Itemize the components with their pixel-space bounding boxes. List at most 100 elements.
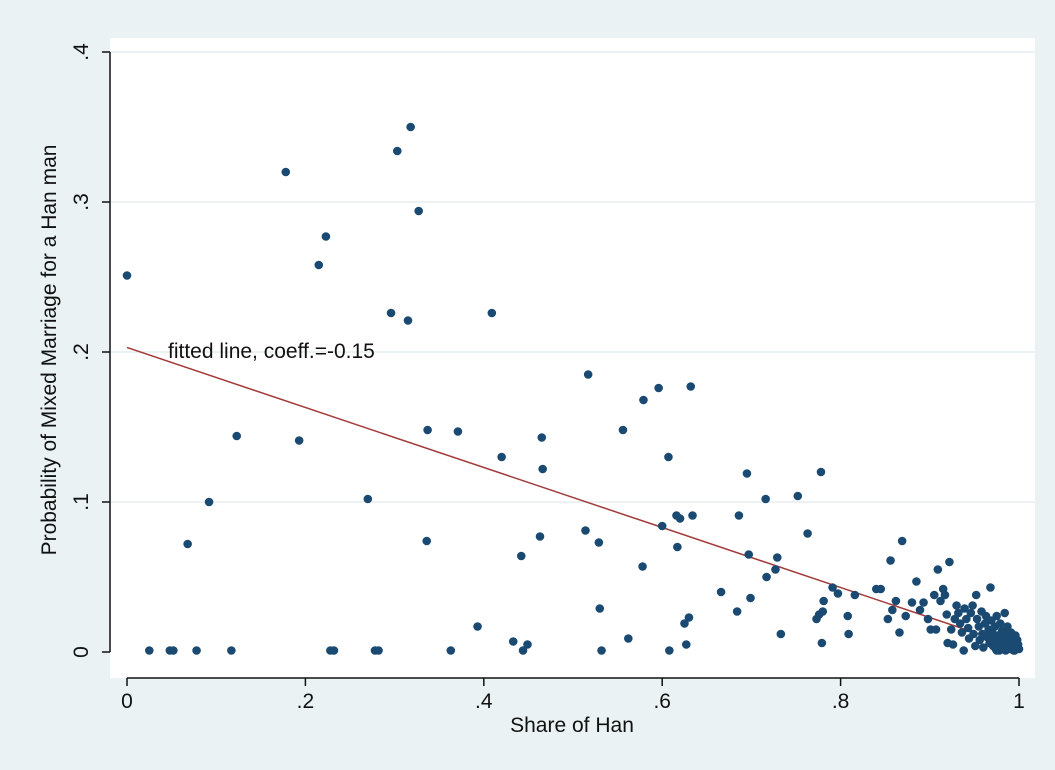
data-point (473, 622, 482, 631)
data-point (931, 625, 941, 634)
data-point (969, 629, 978, 639)
data-point (742, 469, 752, 478)
y-axis-label: Probability of Mixed Marriage for a Han … (38, 145, 61, 556)
data-point (959, 646, 968, 655)
data-point (888, 605, 897, 615)
data-point (523, 640, 532, 649)
data-point (971, 590, 981, 600)
fitted-line-group (126, 346, 1020, 649)
data-point (453, 427, 463, 436)
data-point (907, 598, 917, 607)
data-point (963, 623, 973, 633)
data-point (516, 551, 526, 561)
data-point (227, 646, 236, 655)
data-point (145, 646, 154, 655)
plot-area (110, 38, 1035, 678)
data-point (294, 436, 304, 445)
data-point (883, 614, 893, 624)
data-point (895, 628, 904, 637)
data-point (673, 542, 682, 552)
data-point (886, 556, 895, 565)
data-point (819, 596, 828, 606)
x-tick-label: 1 (1013, 690, 1025, 713)
data-point (1000, 608, 1010, 618)
data-point (684, 613, 694, 622)
y-tick-label: 0 (70, 646, 93, 658)
data-point (518, 646, 528, 655)
x-axis-label: Share of Han (510, 714, 634, 737)
data-point (940, 590, 950, 600)
fitted-line (126, 346, 1020, 649)
data-point (746, 593, 755, 603)
data-point (923, 614, 933, 624)
data-point (122, 271, 132, 280)
x-tick-labels: 0 .2 .4 .6 .8 1 (121, 690, 1025, 713)
data-point (762, 572, 771, 582)
data-point (891, 596, 901, 606)
data-point (665, 646, 674, 655)
data-point (942, 610, 952, 619)
x-tick-label: .8 (832, 690, 850, 713)
data-point (594, 538, 604, 547)
data-point (946, 625, 956, 634)
data-point (734, 511, 744, 520)
data-point (535, 532, 545, 541)
x-tick-label: .4 (475, 690, 493, 713)
data-point (876, 584, 886, 594)
y-tick-label: .3 (70, 193, 93, 211)
data-point (204, 497, 214, 507)
data-point (952, 601, 961, 610)
data-point (583, 370, 593, 379)
data-point (681, 640, 691, 649)
data-point (936, 596, 945, 606)
data-point (638, 562, 647, 571)
data-point (716, 587, 726, 597)
data-point (508, 637, 518, 646)
data-point (972, 614, 982, 624)
data-point (363, 494, 373, 504)
data-point (816, 467, 826, 477)
data-point (537, 433, 547, 442)
data-point (962, 614, 971, 624)
data-point (948, 640, 958, 649)
data-points (122, 122, 1024, 655)
data-point (538, 464, 547, 474)
data-point (817, 638, 827, 648)
data-point (968, 601, 977, 610)
data-point (618, 425, 628, 435)
data-point (281, 167, 291, 177)
data-point (979, 643, 988, 652)
data-point (844, 629, 853, 639)
data-point (992, 611, 1001, 621)
data-point (960, 604, 969, 613)
data-point (446, 646, 456, 655)
data-point (1010, 646, 1019, 655)
data-point (169, 646, 178, 655)
data-point (624, 634, 633, 643)
data-point (957, 628, 967, 637)
data-point (183, 539, 192, 549)
data-point (966, 608, 976, 618)
y-tick-label: .4 (70, 43, 93, 61)
data-point (776, 629, 786, 639)
data-point (1001, 646, 1010, 655)
data-point (828, 583, 837, 592)
data-point (581, 526, 590, 535)
data-point (955, 619, 965, 628)
data-point (771, 565, 780, 574)
data-point (833, 589, 843, 598)
data-point (843, 611, 853, 621)
fitted-line-annotation: fitted line, coeff.=-0.15 (168, 340, 375, 363)
data-point (919, 598, 928, 607)
data-point (321, 232, 331, 241)
data-point (423, 425, 432, 435)
data-point (639, 395, 648, 405)
x-tick-label: .6 (653, 690, 671, 713)
data-point (901, 611, 911, 621)
data-point (657, 521, 667, 531)
data-point (761, 494, 770, 504)
data-point (597, 646, 606, 655)
data-point (732, 607, 742, 616)
data-point (744, 550, 754, 559)
